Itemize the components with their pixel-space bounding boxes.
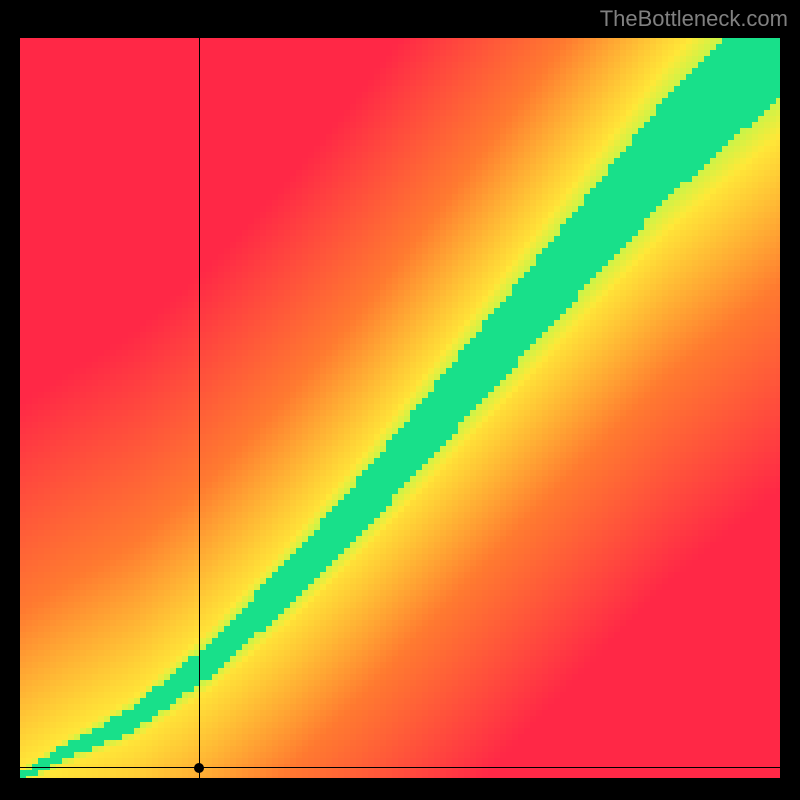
crosshair-horizontal bbox=[20, 767, 780, 768]
selection-marker bbox=[194, 763, 204, 773]
watermark-text: TheBottleneck.com bbox=[600, 6, 788, 32]
crosshair-vertical bbox=[199, 38, 200, 778]
heatmap-chart bbox=[20, 38, 780, 778]
heatmap-canvas bbox=[20, 38, 780, 778]
